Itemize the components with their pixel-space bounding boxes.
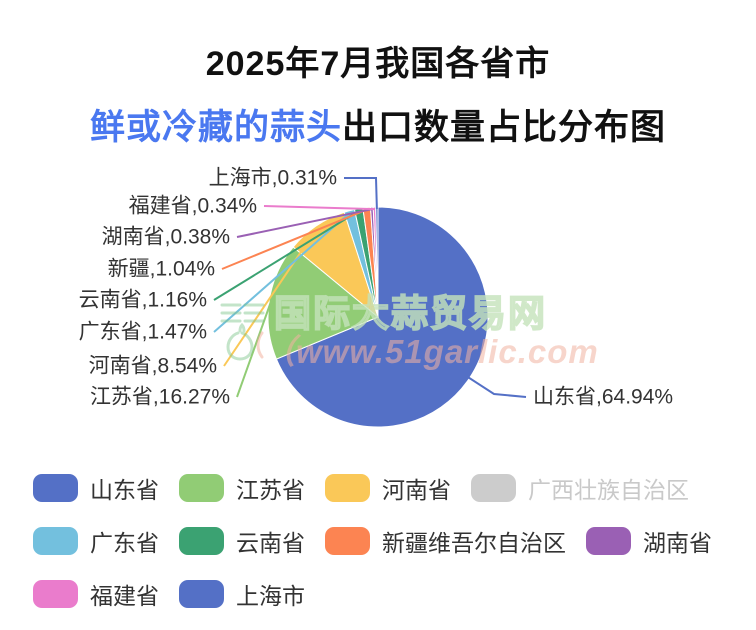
legend-label-6: 新疆维吾尔自治区: [382, 530, 566, 556]
legend-marker-6: [325, 527, 370, 555]
legend-item-9[interactable]: 上海市: [179, 577, 305, 611]
pie-leader-6: [236, 208, 373, 238]
legend-label-7: 湖南省: [643, 530, 712, 556]
legend-label-9: 上海市: [236, 583, 305, 609]
pie-slices: [267, 206, 489, 428]
legend-label-0: 山东省: [90, 477, 159, 503]
pie-label-2: 河南省,8.54%: [89, 355, 217, 378]
legend-marker-5: [179, 527, 224, 555]
chart-title-line1: 2025年7月我国各省市: [205, 45, 551, 83]
pie-labels: 山东省,64.94% 江苏省,16.27% 河南省,8.54% 广东省,1.47% 云南…: [79, 167, 673, 409]
legend-marker-7: [586, 527, 631, 555]
pie-label-5: 新疆,1.04%: [108, 258, 215, 281]
pie-label-6: 湖南省,0.38%: [102, 226, 230, 249]
legend-label-8: 福建省: [90, 583, 159, 609]
legend-label-4: 广东省: [90, 530, 159, 556]
legend-marker-1: [179, 474, 224, 502]
pie-leader-4: [213, 209, 360, 301]
legend-marker-4: [33, 527, 78, 555]
legend-marker-0: [33, 474, 78, 502]
legend-marker-3: [471, 474, 516, 502]
legend-item-8[interactable]: 福建省: [33, 577, 159, 611]
legend-marker-2: [325, 474, 370, 502]
pie-label-8: 上海市,0.31%: [209, 167, 337, 190]
legend-item-7[interactable]: 湖南省: [586, 524, 712, 558]
pie-label-0: 山东省,64.94%: [533, 386, 673, 409]
legend-label-2: 河南省: [382, 477, 451, 503]
pie-leader-0: [467, 376, 527, 398]
legend-marker-9: [179, 580, 224, 608]
legend-label-5: 云南省: [236, 530, 305, 556]
legend-item-6[interactable]: 新疆维吾尔自治区: [325, 524, 566, 558]
legend-item-5[interactable]: 云南省: [179, 524, 305, 558]
pie-label-7: 福建省,0.34%: [129, 195, 257, 218]
pie-label-1: 江苏省,16.27%: [90, 386, 230, 409]
chart-title-rest: 出口数量占比分布图: [342, 108, 667, 147]
pie-label-4: 云南省,1.16%: [79, 289, 207, 312]
pie-leader-5: [221, 208, 368, 270]
pie-leader-3: [213, 211, 351, 333]
pie-label-3: 广东省,1.47%: [79, 321, 207, 344]
pie-leader-7: [263, 205, 375, 211]
legend-item-3[interactable]: 广西壮族自治区: [471, 471, 689, 505]
legend-item-4[interactable]: 广东省: [33, 524, 159, 558]
legend-item-0[interactable]: 山东省: [33, 471, 159, 505]
pie-leader-8: [344, 177, 378, 210]
pie-leader-1: [236, 300, 273, 398]
legend-label-3: 广西壮族自治区: [528, 477, 689, 503]
pie-leader-2: [223, 227, 319, 367]
legend: 山东省 江苏省 河南省 广西壮族自治区广东省 云南省 新疆维吾尔自治区 湖南省福建省 上海市: [33, 471, 756, 611]
pie-leader-lines: [213, 177, 527, 398]
chart-title-highlight: 鲜或冷藏的蒜头: [89, 108, 342, 147]
chart-title: 2025年7月我国各省市 鲜或冷藏的蒜头出口数量占比分布图: [0, 36, 756, 150]
legend-marker-8: [33, 580, 78, 608]
legend-item-2[interactable]: 河南省: [325, 471, 451, 505]
legend-item-1[interactable]: 江苏省: [179, 471, 305, 505]
legend-label-1: 江苏省: [236, 477, 305, 503]
chart-title-line2: 鲜或冷藏的蒜头出口数量占比分布图: [0, 99, 756, 150]
